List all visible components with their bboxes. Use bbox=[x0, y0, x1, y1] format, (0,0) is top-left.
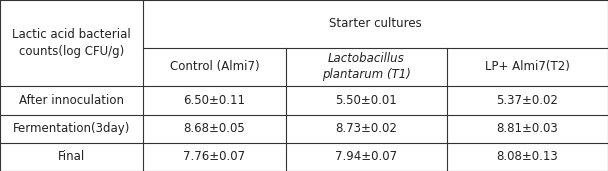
Text: 8.68±0.05: 8.68±0.05 bbox=[184, 122, 245, 135]
Text: 8.73±0.02: 8.73±0.02 bbox=[336, 122, 397, 135]
Text: Lactic acid bacterial
counts(log CFU/g): Lactic acid bacterial counts(log CFU/g) bbox=[12, 28, 131, 58]
Text: 5.50±0.01: 5.50±0.01 bbox=[336, 94, 397, 107]
Text: Fermentation(3day): Fermentation(3day) bbox=[13, 122, 130, 135]
Text: 8.81±0.03: 8.81±0.03 bbox=[497, 122, 558, 135]
Text: LP+ Almi7(T2): LP+ Almi7(T2) bbox=[485, 60, 570, 73]
Text: 5.37±0.02: 5.37±0.02 bbox=[497, 94, 558, 107]
Text: After innoculation: After innoculation bbox=[19, 94, 124, 107]
Text: 6.50±0.11: 6.50±0.11 bbox=[184, 94, 245, 107]
Text: 8.08±0.13: 8.08±0.13 bbox=[497, 150, 558, 163]
Text: Lactobacillus
plantarum (T1): Lactobacillus plantarum (T1) bbox=[322, 52, 411, 81]
Text: Starter cultures: Starter cultures bbox=[329, 17, 422, 30]
Text: Control (Almi7): Control (Almi7) bbox=[170, 60, 259, 73]
Text: Final: Final bbox=[58, 150, 85, 163]
Text: 7.94±0.07: 7.94±0.07 bbox=[335, 150, 398, 163]
Text: 7.76±0.07: 7.76±0.07 bbox=[183, 150, 246, 163]
